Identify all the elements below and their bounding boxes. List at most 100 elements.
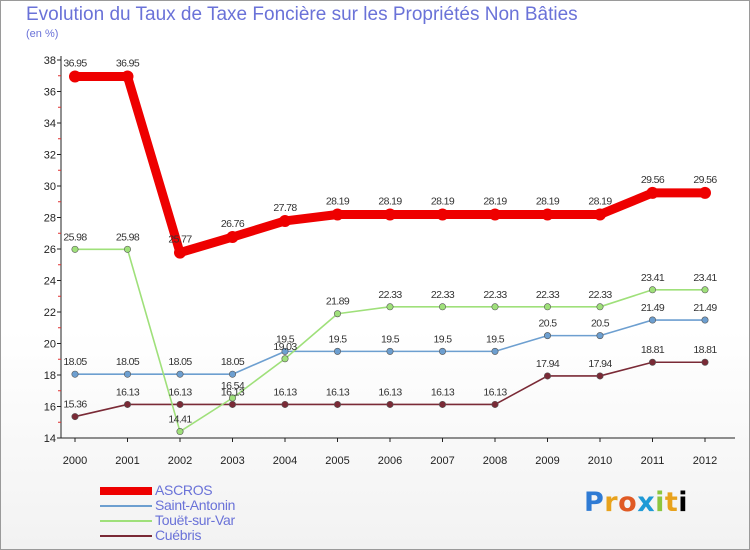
data-label: 28.19 (588, 196, 612, 208)
y-tick-label: 24 (44, 276, 56, 288)
data-label: 19.5 (328, 333, 347, 345)
data-point (596, 332, 604, 340)
legend-swatch (100, 487, 152, 495)
data-point (648, 358, 656, 366)
data-label: 18.81 (641, 344, 665, 356)
data-label: 27.78 (273, 202, 297, 214)
legend-label: Saint-Antonin (155, 497, 236, 513)
data-label: 14.41 (168, 414, 192, 426)
data-point (69, 70, 81, 83)
x-tick-label: 2009 (535, 455, 559, 467)
data-point (176, 428, 184, 436)
data-label: 17.94 (536, 358, 560, 370)
data-point (71, 245, 79, 253)
legend-swatch (100, 535, 152, 537)
y-axis-unit: (en %) (26, 28, 59, 40)
y-tick-label: 16 (44, 402, 56, 414)
data-label: 22.33 (483, 289, 507, 301)
data-point (226, 231, 239, 244)
x-tick-label: 2001 (115, 455, 139, 467)
proxiti-logo: Proxiti (584, 487, 689, 518)
data-label: 15.36 (63, 399, 87, 411)
data-label: 21.49 (693, 302, 717, 314)
x-tick-label: 2002 (168, 455, 192, 467)
x-tick-label: 2007 (430, 455, 454, 467)
data-label: 18.05 (63, 356, 87, 368)
data-point (543, 332, 551, 340)
data-label: 25.77 (168, 234, 192, 246)
data-point (386, 400, 394, 408)
legend-label: ASCROS (155, 482, 213, 498)
data-label: 25.98 (63, 231, 87, 243)
data-label: 19.03 (273, 341, 297, 353)
data-point (281, 347, 289, 355)
data-label: 20.5 (591, 318, 610, 330)
data-point (174, 246, 186, 259)
x-tick-label: 2008 (483, 455, 507, 467)
data-point (438, 303, 446, 311)
data-label: 28.19 (326, 196, 350, 208)
data-point (121, 70, 134, 83)
data-point (543, 372, 551, 380)
chart-axes: 14 16 18 20 22 24 26 28 30 32 34 36 38 2000 2001 2002 20… (44, 55, 735, 467)
data-label: 19.5 (276, 333, 295, 345)
data-label: 22.33 (378, 289, 402, 301)
x-tick-label: 2010 (588, 455, 612, 467)
data-point (281, 400, 289, 408)
data-point (71, 413, 79, 421)
data-point (596, 372, 604, 380)
legend-label: Touët-sur-Var (155, 512, 235, 528)
data-labels: 15.36 16.13 16.13 16.13 16.13 16.13 16.13 16.13… (63, 58, 718, 426)
data-point (491, 400, 499, 408)
y-tick-label: 18 (44, 370, 56, 382)
data-label: 23.41 (641, 272, 665, 284)
legend-swatch (100, 505, 152, 507)
y-tick-label: 14 (44, 433, 56, 445)
data-label: 19.5 (433, 333, 452, 345)
data-point (594, 208, 606, 221)
data-label: 17.94 (588, 358, 612, 370)
data-point (333, 400, 341, 408)
data-label: 16.13 (116, 386, 140, 398)
x-tick-label: 2005 (325, 455, 349, 467)
data-label: 29.56 (693, 174, 717, 186)
data-point (281, 355, 289, 363)
data-point (701, 286, 709, 294)
data-point (124, 370, 132, 378)
data-label: 19.5 (381, 333, 400, 345)
x-tick-label: 2003 (220, 455, 244, 467)
data-point (648, 286, 656, 294)
data-label: 16.13 (483, 386, 507, 398)
data-point (436, 208, 449, 221)
data-label: 22.33 (431, 289, 455, 301)
data-label: 19.5 (486, 333, 505, 345)
data-label: 28.19 (431, 196, 455, 208)
y-tick-label: 28 (44, 213, 56, 225)
data-label: 18.81 (693, 344, 717, 356)
data-label: 25.98 (116, 231, 140, 243)
data-point (229, 394, 237, 402)
x-tick-label: 2000 (63, 455, 87, 467)
data-label: 16.13 (273, 386, 297, 398)
data-label: 26.76 (221, 218, 245, 230)
legend-label: Cuébris (155, 527, 202, 543)
data-point (543, 303, 551, 311)
data-point (541, 208, 554, 221)
data-label: 18.05 (168, 356, 192, 368)
data-label: 20.5 (538, 318, 557, 330)
data-label: 29.56 (641, 174, 665, 186)
data-label: 16.13 (431, 386, 455, 398)
series-line-ascros (70, 72, 710, 258)
data-point (699, 186, 711, 199)
y-tick-label: 30 (44, 181, 56, 193)
x-tick-label: 2012 (693, 455, 717, 467)
data-label: 36.95 (116, 58, 140, 70)
data-label: 28.19 (536, 196, 560, 208)
data-label: 18.05 (116, 356, 140, 368)
data-point (229, 400, 237, 408)
x-tick-label: 2004 (273, 455, 297, 467)
data-label: 22.33 (588, 289, 612, 301)
data-point (438, 400, 446, 408)
